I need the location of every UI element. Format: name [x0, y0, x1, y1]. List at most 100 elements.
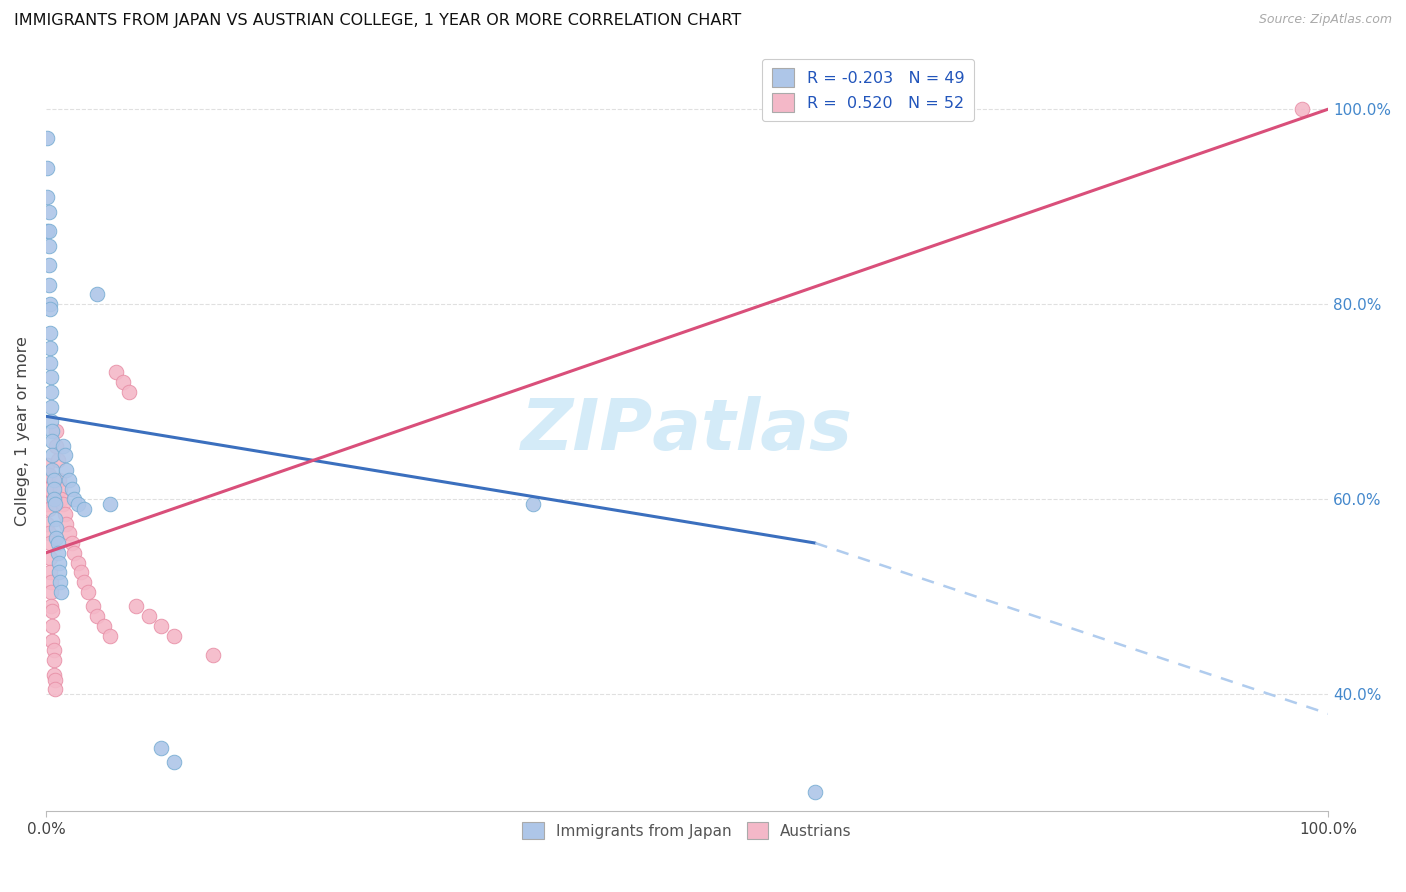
Point — [55, 463, 77, 477]
Point — [53, 448, 76, 462]
Point — [42, 667, 65, 681]
Point — [51, 584, 73, 599]
Point — [38, 502, 60, 516]
Point — [58, 473, 80, 487]
Point — [804, 785, 827, 799]
Point — [39, 414, 62, 428]
Point — [150, 619, 173, 633]
Point — [39, 370, 62, 384]
Point — [37, 224, 59, 238]
Point — [37, 161, 59, 175]
Legend: Immigrants from Japan, Austrians: Immigrants from Japan, Austrians — [516, 815, 858, 846]
Point — [125, 599, 148, 614]
Point — [150, 740, 173, 755]
Point — [37, 458, 59, 472]
Point — [60, 483, 83, 497]
Point — [46, 536, 69, 550]
Point — [38, 341, 60, 355]
Point — [38, 297, 60, 311]
Point — [73, 575, 96, 590]
Point — [52, 439, 75, 453]
Point — [37, 467, 59, 482]
Point — [46, 546, 69, 560]
Point — [41, 604, 63, 618]
Point — [39, 575, 62, 590]
Point — [42, 653, 65, 667]
Point — [39, 400, 62, 414]
Point — [44, 682, 66, 697]
Point — [118, 384, 141, 399]
Point — [48, 556, 70, 570]
Point — [58, 526, 80, 541]
Point — [51, 492, 73, 507]
Point — [49, 483, 72, 497]
Point — [105, 366, 128, 380]
Point — [38, 467, 60, 482]
Point — [63, 546, 86, 560]
Text: IMMIGRANTS FROM JAPAN VS AUSTRIAN COLLEGE, 1 YEAR OR MORE CORRELATION CHART: IMMIGRANTS FROM JAPAN VS AUSTRIAN COLLEG… — [14, 13, 741, 29]
Point — [38, 238, 60, 252]
Point — [38, 566, 60, 580]
Point — [45, 424, 67, 438]
Point — [38, 526, 60, 541]
Point — [42, 483, 65, 497]
Point — [38, 550, 60, 565]
Point — [37, 516, 59, 531]
Point — [39, 384, 62, 399]
Text: Source: ZipAtlas.com: Source: ZipAtlas.com — [1258, 13, 1392, 27]
Point — [45, 439, 67, 453]
Point — [45, 521, 67, 535]
Point — [42, 643, 65, 657]
Point — [138, 609, 160, 624]
Point — [38, 301, 60, 316]
Point — [53, 507, 76, 521]
Point — [44, 511, 66, 525]
Point — [48, 566, 70, 580]
Point — [77, 584, 100, 599]
Point — [86, 609, 108, 624]
Point — [42, 492, 65, 507]
Point — [73, 502, 96, 516]
Point — [38, 224, 60, 238]
Point — [98, 497, 121, 511]
Point — [37, 190, 59, 204]
Point — [41, 424, 63, 438]
Point — [66, 556, 89, 570]
Point — [38, 258, 60, 272]
Point — [1291, 102, 1313, 116]
Point — [38, 536, 60, 550]
Point — [49, 575, 72, 590]
Point — [37, 483, 59, 497]
Point — [41, 619, 63, 633]
Point — [522, 497, 544, 511]
Point — [98, 629, 121, 643]
Point — [93, 619, 115, 633]
Point — [41, 448, 63, 462]
Point — [69, 566, 91, 580]
Point — [37, 497, 59, 511]
Point — [163, 629, 186, 643]
Point — [46, 453, 69, 467]
Point — [86, 287, 108, 301]
Point — [66, 497, 89, 511]
Point — [44, 497, 66, 511]
Point — [45, 531, 67, 545]
Point — [48, 473, 70, 487]
Point — [41, 633, 63, 648]
Point — [38, 356, 60, 370]
Point — [38, 277, 60, 292]
Text: ZIP​atlas: ZIP​atlas — [522, 396, 853, 466]
Point — [41, 434, 63, 448]
Point — [44, 673, 66, 687]
Point — [41, 463, 63, 477]
Y-axis label: College, 1 year or more: College, 1 year or more — [15, 336, 30, 526]
Point — [37, 131, 59, 145]
Point — [201, 648, 224, 663]
Point — [55, 516, 77, 531]
Point — [38, 204, 60, 219]
Point — [39, 584, 62, 599]
Point — [39, 599, 62, 614]
Point — [52, 497, 75, 511]
Point — [111, 375, 134, 389]
Point — [42, 473, 65, 487]
